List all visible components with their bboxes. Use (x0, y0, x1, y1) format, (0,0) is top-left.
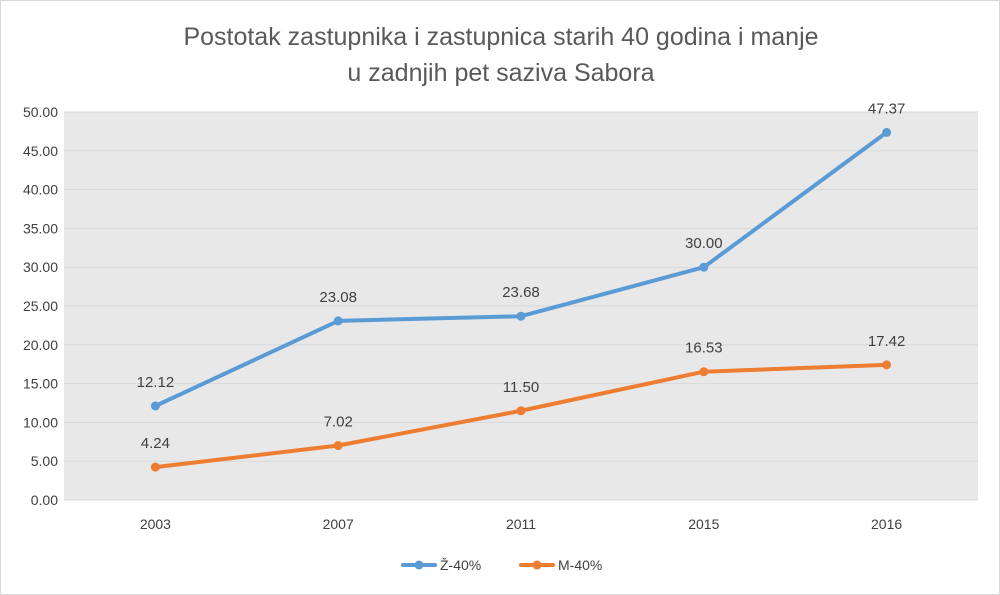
legend-swatch-marker (414, 560, 424, 570)
data-label: 30.00 (685, 235, 723, 252)
x-tick-label: 2003 (140, 516, 171, 532)
data-point (150, 401, 160, 411)
y-tick-label: 35.00 (23, 220, 58, 236)
y-tick-label: 15.00 (23, 376, 58, 392)
x-tick-label: 2011 (506, 516, 536, 532)
data-point (699, 367, 709, 377)
y-tick-label: 25.00 (23, 298, 58, 314)
y-tick-label: 5.00 (31, 453, 58, 469)
chart-title-line-1: Postotak zastupnika i zastupnica starih … (183, 23, 818, 51)
data-point (882, 360, 892, 370)
legend-swatch-marker (532, 560, 542, 570)
data-labels: 12.12 23.08 23.68 30.00 47.37 4.24 7.02 11.50 16… (137, 100, 906, 452)
data-label: 11.50 (503, 379, 539, 396)
data-label: 23.08 (319, 289, 357, 306)
y-axis: 0.00 5.00 10.00 15.00 20.00 25.00 30.00 35.00 40… (23, 104, 58, 508)
x-tick-label: 2015 (688, 516, 719, 532)
chart-title-line-2: u zadnjih pet saziva Sabora (347, 59, 654, 87)
x-tick-label: 2007 (323, 516, 354, 532)
legend: Ž-40% M-40% (401, 557, 602, 573)
x-axis: 2003 2007 2011 2015 2016 (140, 516, 903, 532)
legend-label: Ž-40% (440, 557, 481, 573)
data-point (516, 311, 526, 321)
data-point (882, 127, 892, 137)
y-tick-label: 50.00 (23, 104, 58, 120)
data-label: 17.42 (868, 333, 906, 350)
data-label: 23.68 (502, 284, 540, 301)
x-tick-label: 2016 (871, 516, 902, 532)
y-tick-label: 45.00 (23, 143, 58, 159)
data-label: 4.24 (141, 435, 170, 452)
data-label: 47.37 (868, 100, 906, 117)
data-point (150, 462, 160, 472)
data-point (699, 262, 709, 272)
legend-label: M-40% (558, 557, 602, 573)
gridlines (64, 111, 978, 501)
data-label: 7.02 (324, 414, 353, 431)
data-label: 16.53 (685, 340, 723, 357)
data-point (516, 406, 526, 416)
data-point (333, 316, 343, 326)
series-lines (150, 127, 892, 472)
y-tick-label: 30.00 (23, 259, 58, 275)
chart-title: Postotak zastupnika i zastupnica starih … (183, 23, 818, 87)
y-tick-label: 20.00 (23, 337, 58, 353)
data-point (333, 441, 343, 451)
y-tick-label: 40.00 (23, 182, 58, 198)
data-label: 12.12 (137, 374, 175, 391)
y-tick-label: 10.00 (23, 414, 58, 430)
y-tick-label: 0.00 (31, 492, 58, 508)
